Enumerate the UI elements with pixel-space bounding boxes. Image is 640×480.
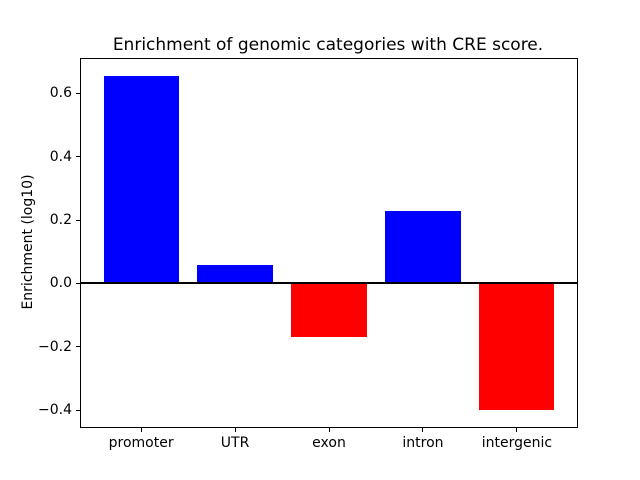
y-tick-label: −0.4 <box>38 402 72 419</box>
y-tick <box>76 156 81 158</box>
plot-area: 0.6 0.4 0.2 0.0 −0.2 −0.4 promoter UTR exon intro… <box>38 58 578 451</box>
y-tick-label: 0.0 <box>49 275 72 292</box>
y-tick <box>76 346 81 348</box>
bar-intergenic <box>479 283 555 411</box>
y-tick <box>76 282 81 284</box>
bar-intron <box>385 210 461 284</box>
bar-exon <box>291 283 367 338</box>
x-tick <box>140 427 142 432</box>
x-tick-label-intron: intron <box>402 435 444 451</box>
x-tick-label-promoter: promoter <box>108 435 174 451</box>
y-tick <box>76 92 81 94</box>
y-axis-label: Enrichment (log10) <box>20 174 36 310</box>
x-tick-label-intergenic: intergenic <box>481 435 553 451</box>
zero-line <box>81 282 577 285</box>
bar-promoter <box>103 75 179 284</box>
x-tick <box>234 427 236 432</box>
y-tick-label: −0.2 <box>38 338 72 355</box>
x-tick <box>328 427 330 432</box>
y-tick-label: 0.4 <box>49 148 72 165</box>
y-tick-label: 0.6 <box>49 85 72 102</box>
x-tick-label-exon: exon <box>312 435 346 451</box>
bar-UTR <box>197 265 273 284</box>
y-tick <box>76 219 81 221</box>
y-tick <box>76 409 81 411</box>
x-tick <box>516 427 518 432</box>
x-tick-label-UTR: UTR <box>220 435 250 451</box>
chart-title: Enrichment of genomic categories with CR… <box>112 35 544 55</box>
y-tick-label: 0.2 <box>49 212 72 229</box>
x-tick <box>422 427 424 432</box>
